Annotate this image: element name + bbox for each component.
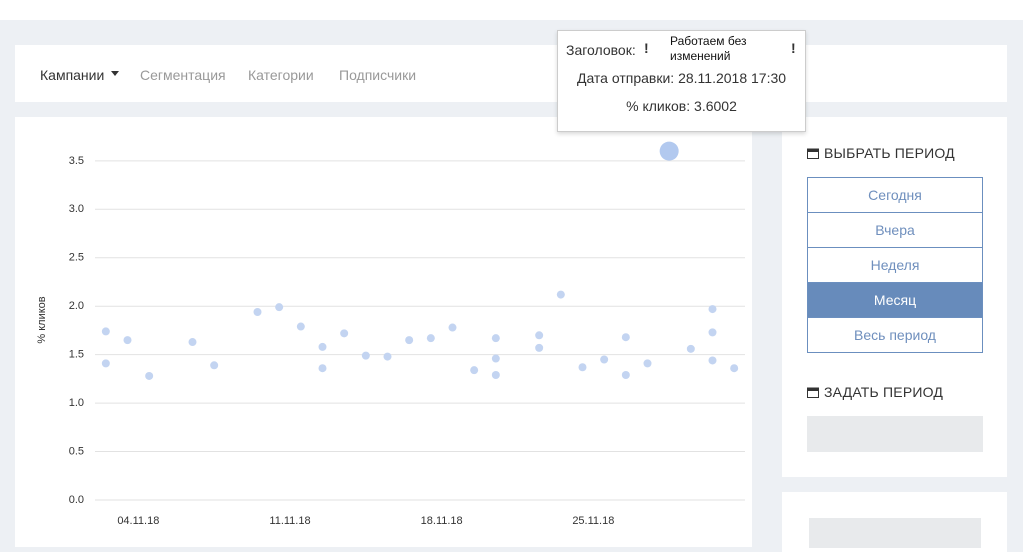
point — [123, 336, 132, 345]
point — [535, 331, 544, 340]
sidebar-panel: ВЫБРАТЬ ПЕРИОД Сегодня Вчера Неделя Месяц Ве… — [782, 117, 1007, 477]
tooltip-value: 28.11.2018 17:30 — [678, 70, 787, 86]
date-input[interactable] — [807, 416, 983, 452]
point — [600, 355, 609, 364]
point — [188, 338, 197, 347]
caret — [111, 71, 119, 76]
calendar-icon — [807, 387, 819, 398]
point — [621, 333, 630, 342]
period-button[interactable]: Вчера — [807, 212, 983, 248]
point — [621, 370, 630, 379]
nav-item[interactable]: Подписчики — [339, 67, 417, 83]
nav-item[interactable]: Категории — [248, 67, 314, 83]
y-tick-label: 3.5 — [69, 155, 84, 167]
y-tick-label: 1.0 — [69, 397, 84, 409]
y-axis-label: % кликов — [36, 296, 48, 343]
point — [296, 322, 305, 331]
point — [145, 371, 154, 380]
point — [708, 356, 717, 365]
point — [708, 305, 717, 314]
point — [730, 364, 739, 373]
nav-panel: Кампании Сегментация Категории Подписчик… — [15, 45, 1007, 102]
top-bar — [0, 0, 1023, 20]
period-button[interactable]: Месяц — [807, 282, 983, 318]
tooltip-value: 3.6002 — [694, 98, 737, 114]
point — [101, 327, 110, 336]
point — [448, 323, 457, 332]
point — [275, 303, 284, 312]
point — [210, 361, 219, 370]
nav-item[interactable]: Кампании — [40, 67, 105, 83]
x-tick-label: 11.11.18 — [269, 515, 310, 527]
chart-panel — [15, 117, 752, 547]
chart: % кликов 0.0 0.5 1.0 1.5 2.0 2.5 3.0 3.5 04.11.1… — [36, 141, 745, 527]
point — [318, 364, 327, 373]
point — [340, 329, 349, 338]
y-tick-label: 2.0 — [69, 300, 84, 312]
point — [101, 359, 110, 368]
period-title: ВЫБРАТЬ ПЕРИОД — [824, 145, 955, 161]
point — [491, 334, 500, 343]
point — [426, 334, 435, 343]
point — [535, 343, 544, 352]
tooltip-label: % кликов: — [626, 98, 691, 114]
tooltip-label: Заголовок: — [566, 42, 636, 58]
point — [643, 359, 652, 368]
x-tick-label: 18.11.18 — [421, 515, 463, 527]
point — [405, 336, 414, 345]
set-period-title: ЗАДАТЬ ПЕРИОД — [824, 384, 944, 400]
y-tick-label: 3.0 — [69, 203, 84, 215]
point — [361, 351, 370, 360]
y-tick-label: 0.0 — [69, 494, 84, 506]
y-tick-label: 2.5 — [69, 252, 84, 264]
period-button[interactable]: Сегодня — [807, 177, 983, 213]
point — [491, 354, 500, 363]
nav-item[interactable]: Сегментация — [140, 67, 226, 83]
x-tick-label: 25.11.18 — [572, 515, 614, 527]
tooltip-label: Дата отправки: — [576, 70, 675, 86]
period-button[interactable]: Неделя — [807, 247, 983, 283]
tooltip: Заголовок: ! Работаем без изменений ! Да… — [557, 30, 806, 132]
point — [686, 344, 695, 353]
tooltip-value: Работаем без изменений — [670, 34, 747, 63]
point — [556, 290, 565, 299]
calendar-icon — [807, 148, 819, 159]
point — [708, 328, 717, 337]
point — [253, 308, 262, 317]
point — [578, 363, 587, 372]
point — [491, 370, 500, 379]
y-tick-label: 0.5 — [69, 445, 84, 457]
point — [383, 352, 392, 361]
point — [470, 366, 479, 375]
x-tick-label: 04.11.18 — [117, 515, 159, 527]
period-button[interactable]: Весь период — [807, 317, 983, 353]
y-tick-label: 1.5 — [69, 349, 84, 361]
active-point — [659, 141, 679, 161]
point — [318, 342, 327, 351]
